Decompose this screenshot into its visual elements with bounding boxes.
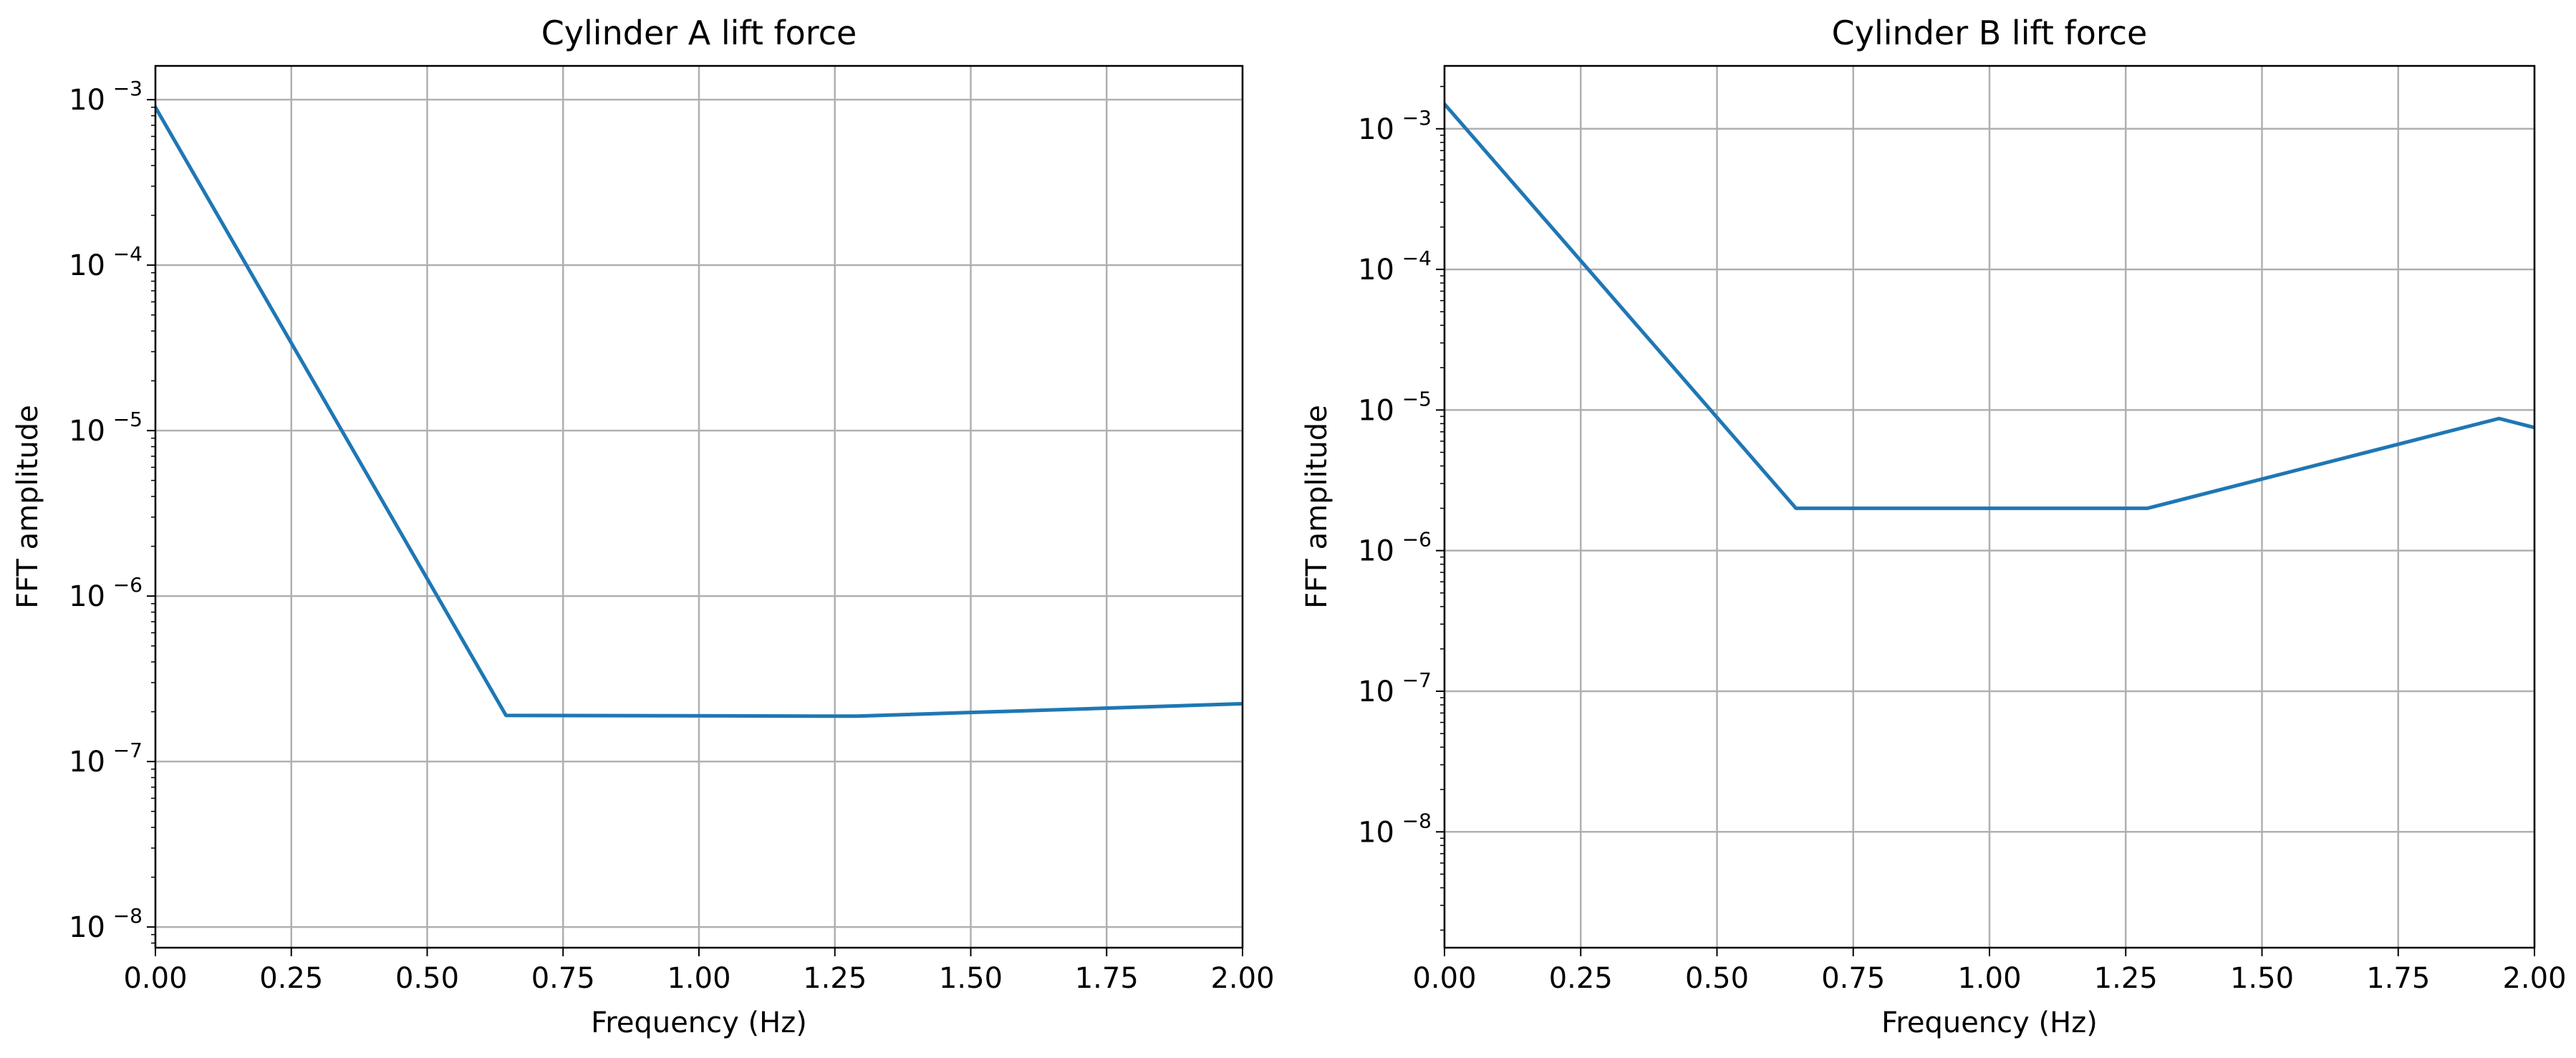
chart-a-xtick-label: 0.25 xyxy=(259,962,323,995)
chart-b-series-line xyxy=(1444,101,2534,511)
chart-a-ytick-exponent: −4 xyxy=(113,242,143,266)
chart-b-xtick-label: 2.00 xyxy=(2502,962,2566,995)
chart-b-ylabel: FFT amplitude xyxy=(1301,405,1333,609)
chart-a-ytick-base: 10 xyxy=(69,911,105,944)
chart-a-series-line xyxy=(155,105,1243,718)
chart-b-ytick-base: 10 xyxy=(1358,394,1394,427)
chart-a-axes-frame xyxy=(154,64,1244,949)
chart-b-ytick-base: 10 xyxy=(1358,535,1394,568)
chart-a-ytick-base: 10 xyxy=(69,580,105,613)
chart-b-ytick-exponent: −6 xyxy=(1402,528,1432,552)
chart-b-ytick-exponent: −5 xyxy=(1402,387,1432,410)
chart-b-xlabel: Frequency (Hz) xyxy=(1881,1006,2098,1039)
chart-a-ytick-label: 10 xyxy=(69,249,105,282)
chart-b-xtick-label: 0.75 xyxy=(1821,962,1885,995)
chart-a: 0.00 0.25 0.50 0.75 1.00 1.25 1.50 1.75 2.00 10 −3… xyxy=(11,14,1275,1039)
chart-b-ytick-exponent: −3 xyxy=(1402,106,1432,130)
chart-a-xtick-label: 1.75 xyxy=(1075,962,1139,995)
chart-b-ytick-label: 10 xyxy=(1358,675,1394,708)
chart-a-ytick-label: 10 xyxy=(69,580,105,613)
chart-b-ytick-label: 10 xyxy=(1358,113,1394,146)
chart-b-ytick-exponent: −8 xyxy=(1402,809,1432,832)
chart-b-ytick-label: 10 xyxy=(1358,254,1394,287)
chart-a-ytick-base: 10 xyxy=(69,84,105,117)
chart-a-xtick-label: 0.00 xyxy=(123,962,187,995)
chart-a-xtick-label: 0.75 xyxy=(531,962,595,995)
chart-b-xtick-label: 0.25 xyxy=(1549,962,1613,995)
chart-a-ytick-exponent: −3 xyxy=(113,77,143,100)
chart-b: 0.00 0.25 0.50 0.75 1.00 1.25 1.50 1.75 2.00 10 −3… xyxy=(1301,14,2567,1039)
chart-a-ytick-exponent: −5 xyxy=(113,408,143,431)
chart-a-ytick-base: 10 xyxy=(69,249,105,282)
chart-b-ytick-base: 10 xyxy=(1358,816,1394,849)
chart-a-xtick-label: 2.00 xyxy=(1210,962,1274,995)
chart-b-ytick-base: 10 xyxy=(1358,675,1394,708)
chart-b-ytick-exponent: −7 xyxy=(1402,668,1432,692)
chart-a-ytick-exponent: −6 xyxy=(113,573,143,597)
chart-b-xtick-label: 0.50 xyxy=(1685,962,1749,995)
chart-b-ytick-exponent: −4 xyxy=(1402,246,1432,270)
chart-b-ytick-label: 10 xyxy=(1358,394,1394,427)
chart-a-ytick-base: 10 xyxy=(69,746,105,779)
chart-a-ytick-label: 10 xyxy=(69,911,105,944)
chart-a-ytick-label: 10 xyxy=(69,415,105,448)
chart-a-xtick-label: 1.50 xyxy=(939,962,1003,995)
chart-a-ytick-label: 10 xyxy=(69,84,105,117)
chart-a-xlabel: Frequency (Hz) xyxy=(591,1006,807,1039)
chart-b-ytick-label: 10 xyxy=(1358,816,1394,849)
chart-a-xtick-label: 1.25 xyxy=(803,962,867,995)
chart-a-xtick-label: 1.00 xyxy=(667,962,730,995)
chart-b-axes-frame xyxy=(1443,64,2536,949)
chart-b-ytick-base: 10 xyxy=(1358,113,1394,146)
chart-a-ytick-base: 10 xyxy=(69,415,105,448)
chart-a-ytick-exponent: −7 xyxy=(113,739,143,762)
chart-a-ytick-label: 10 xyxy=(69,746,105,779)
chart-b-xtick-label: 1.00 xyxy=(1957,962,2021,995)
chart-a-ytick-exponent: −8 xyxy=(113,904,143,928)
chart-b-xtick-label: 1.25 xyxy=(2094,962,2158,995)
chart-b-ytick-base: 10 xyxy=(1358,254,1394,287)
chart-b-xtick-label: 1.75 xyxy=(2366,962,2430,995)
chart-b-ytick-label: 10 xyxy=(1358,535,1394,568)
chart-a-xtick-label: 0.50 xyxy=(395,962,459,995)
chart-b-title: Cylinder B lift force xyxy=(1832,14,2148,52)
chart-a-ylabel: FFT amplitude xyxy=(11,405,44,609)
chart-b-xtick-label: 1.50 xyxy=(2230,962,2294,995)
chart-b-xtick-label: 0.00 xyxy=(1412,962,1476,995)
chart-a-title: Cylinder A lift force xyxy=(541,14,857,52)
